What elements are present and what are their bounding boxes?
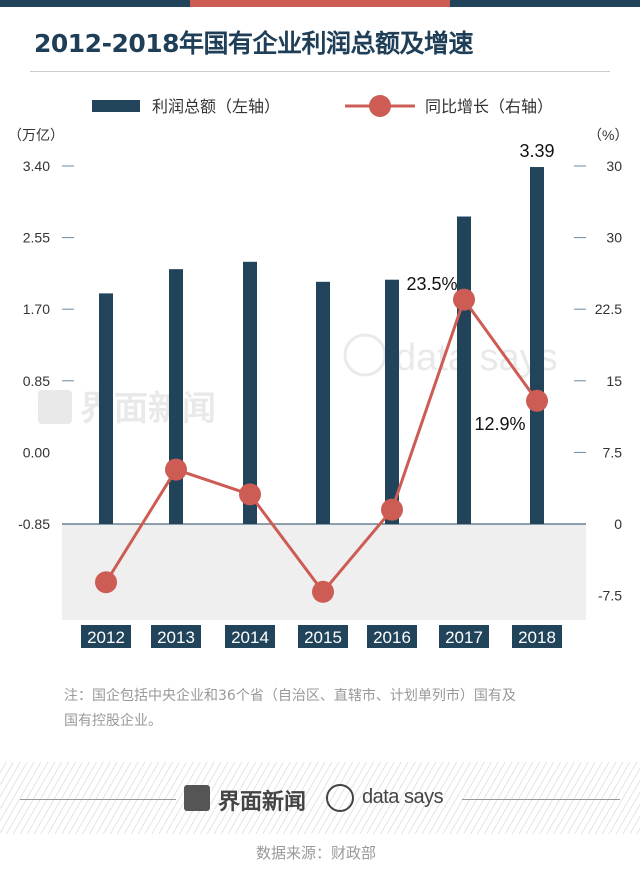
right-axis-unit: （%） xyxy=(588,127,628,143)
x-label: 2018 xyxy=(518,628,556,647)
watermark-datasays-icon xyxy=(343,333,387,377)
top-bar-center xyxy=(190,0,450,7)
growth-point-2012 xyxy=(95,571,117,594)
legend-bar-swatch xyxy=(92,100,140,112)
right-tick-label: 30 xyxy=(606,230,622,246)
footer-line-right xyxy=(462,799,620,800)
footnote-line2: 国有控股企业。 xyxy=(64,713,162,729)
right-tick-label: -7.5 xyxy=(598,588,622,604)
growth-point-2017 xyxy=(453,288,475,311)
negative-band xyxy=(62,524,586,620)
x-label: 2016 xyxy=(373,628,411,647)
growth-point-2013 xyxy=(165,458,187,481)
right-tick-label: 15 xyxy=(606,373,622,389)
x-label: 2014 xyxy=(231,628,269,647)
data-source: 数据来源：财政部 xyxy=(256,844,377,862)
bar-2014 xyxy=(243,261,257,524)
left-axis-unit: （万亿） xyxy=(8,127,64,143)
chart: 界面新闻 data says 利润总额（左轴） 同比增长（右轴） （万亿） （%… xyxy=(8,95,628,648)
bar-2013 xyxy=(169,269,183,524)
title-divider xyxy=(30,71,610,72)
bar-2012 xyxy=(99,293,113,524)
left-tick-label: -0.85 xyxy=(18,516,50,532)
legend-bar-label: 利润总额（左轴） xyxy=(152,98,280,116)
footnote-line1: 注：国企包括中央企业和36个省（自治区、直辖市、计划单列市）国有及 xyxy=(64,688,516,704)
x-label-box xyxy=(151,625,201,648)
x-label: 2017 xyxy=(445,628,483,647)
left-tick-label: 2.55 xyxy=(23,230,50,246)
x-label: 2013 xyxy=(157,628,195,647)
legend-line-marker xyxy=(369,95,391,117)
left-tick-label: 0.85 xyxy=(23,373,50,389)
growth-point-2015 xyxy=(312,580,334,603)
bar-2018 xyxy=(530,167,544,524)
brand-logo-icon xyxy=(184,785,210,811)
left-tick-label: 1.70 xyxy=(23,301,50,317)
x-label-box xyxy=(439,625,489,648)
x-label-box xyxy=(512,625,562,648)
right-tick-label: 7.5 xyxy=(603,444,623,460)
x-label: 2012 xyxy=(87,628,125,647)
bar-2016 xyxy=(385,279,399,524)
datasays-name: data says xyxy=(362,786,444,808)
datasays-icon xyxy=(326,784,354,812)
legend-line-label: 同比增长（右轴） xyxy=(425,98,553,116)
bar-2017 xyxy=(457,216,471,525)
left-tick-label: 0.00 xyxy=(23,444,50,460)
right-tick-label: 0 xyxy=(614,516,622,532)
top-bar-right xyxy=(450,0,640,7)
bar-2015 xyxy=(316,281,330,524)
x-label-box xyxy=(298,625,348,648)
x-label-box xyxy=(367,625,417,648)
left-tick-label: 3.40 xyxy=(23,158,50,174)
right-tick-label: 22.5 xyxy=(595,301,622,317)
top-bar-left xyxy=(0,0,190,7)
data-label: 23.5% xyxy=(406,274,457,294)
brand-name: 界面新闻 xyxy=(218,790,307,815)
data-label: 3.39 xyxy=(519,141,554,161)
watermark-logo-icon xyxy=(38,390,72,424)
right-tick-label: 30 xyxy=(606,158,622,174)
x-label-box xyxy=(225,625,275,648)
chart-title: 2012-2018年国有企业利润总额及增速 xyxy=(34,29,474,58)
growth-point-2016 xyxy=(381,498,403,521)
growth-point-2018 xyxy=(526,389,548,412)
footer-line-left xyxy=(20,799,176,800)
growth-point-2014 xyxy=(239,483,261,506)
x-label-box xyxy=(81,625,131,648)
footer-band xyxy=(0,762,640,834)
data-label: 12.9% xyxy=(474,414,525,434)
x-label: 2015 xyxy=(304,628,342,647)
